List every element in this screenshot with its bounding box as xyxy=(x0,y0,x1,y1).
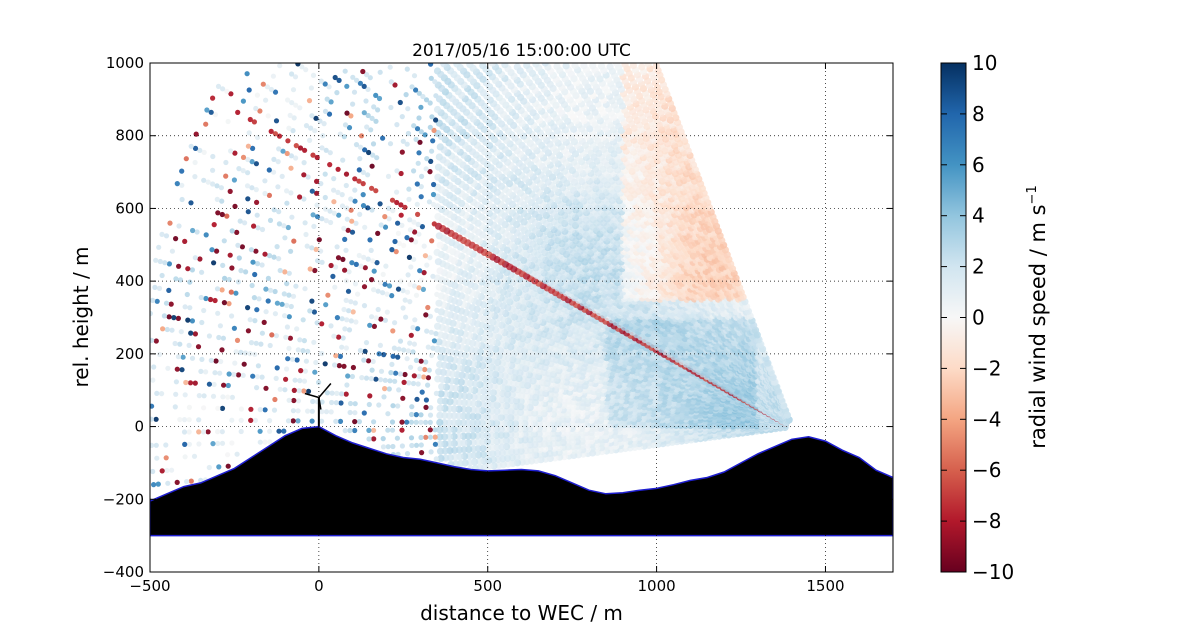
scatter-point xyxy=(434,173,442,181)
scatter-point xyxy=(436,426,444,434)
lidar-scan-sector xyxy=(433,63,793,473)
scatter-point xyxy=(437,353,445,361)
scatter-point xyxy=(436,447,445,455)
scatter-point xyxy=(435,153,443,161)
scatter-point xyxy=(436,241,444,249)
scatter-point xyxy=(436,433,444,441)
scatter-point xyxy=(553,63,561,70)
scatter-point xyxy=(434,375,442,383)
scatter-point xyxy=(437,390,445,398)
scatter-point xyxy=(436,143,444,151)
scatter-point xyxy=(435,232,443,240)
scatter-point xyxy=(435,315,444,323)
scatter-point xyxy=(436,418,444,427)
scatter-point xyxy=(434,258,442,266)
scatter-point xyxy=(434,213,442,221)
scatter-point xyxy=(433,105,442,114)
scatter-point xyxy=(434,322,442,330)
scatter-point xyxy=(436,411,444,419)
scatter-point xyxy=(435,283,443,291)
scatter-point xyxy=(437,454,445,462)
scatter-point xyxy=(435,299,443,307)
scatter-point xyxy=(501,63,509,69)
scatter-point xyxy=(435,368,443,376)
scatter-point xyxy=(466,63,474,69)
scatter-point xyxy=(436,360,444,369)
scatter-point xyxy=(437,397,445,405)
scatter-point xyxy=(438,383,446,391)
scatter-point xyxy=(433,248,441,256)
scatter-point xyxy=(436,404,444,412)
scatter-point xyxy=(440,63,448,68)
scatter-point xyxy=(513,63,521,71)
scatter-point xyxy=(433,67,442,75)
scatter-point xyxy=(532,63,540,68)
scatter-point xyxy=(436,440,444,448)
scatter-point xyxy=(434,163,443,171)
scatter-point xyxy=(436,267,444,275)
chart-title: 2017/05/16 15:00:00 UTC xyxy=(412,41,631,61)
scatter-point xyxy=(453,63,461,68)
